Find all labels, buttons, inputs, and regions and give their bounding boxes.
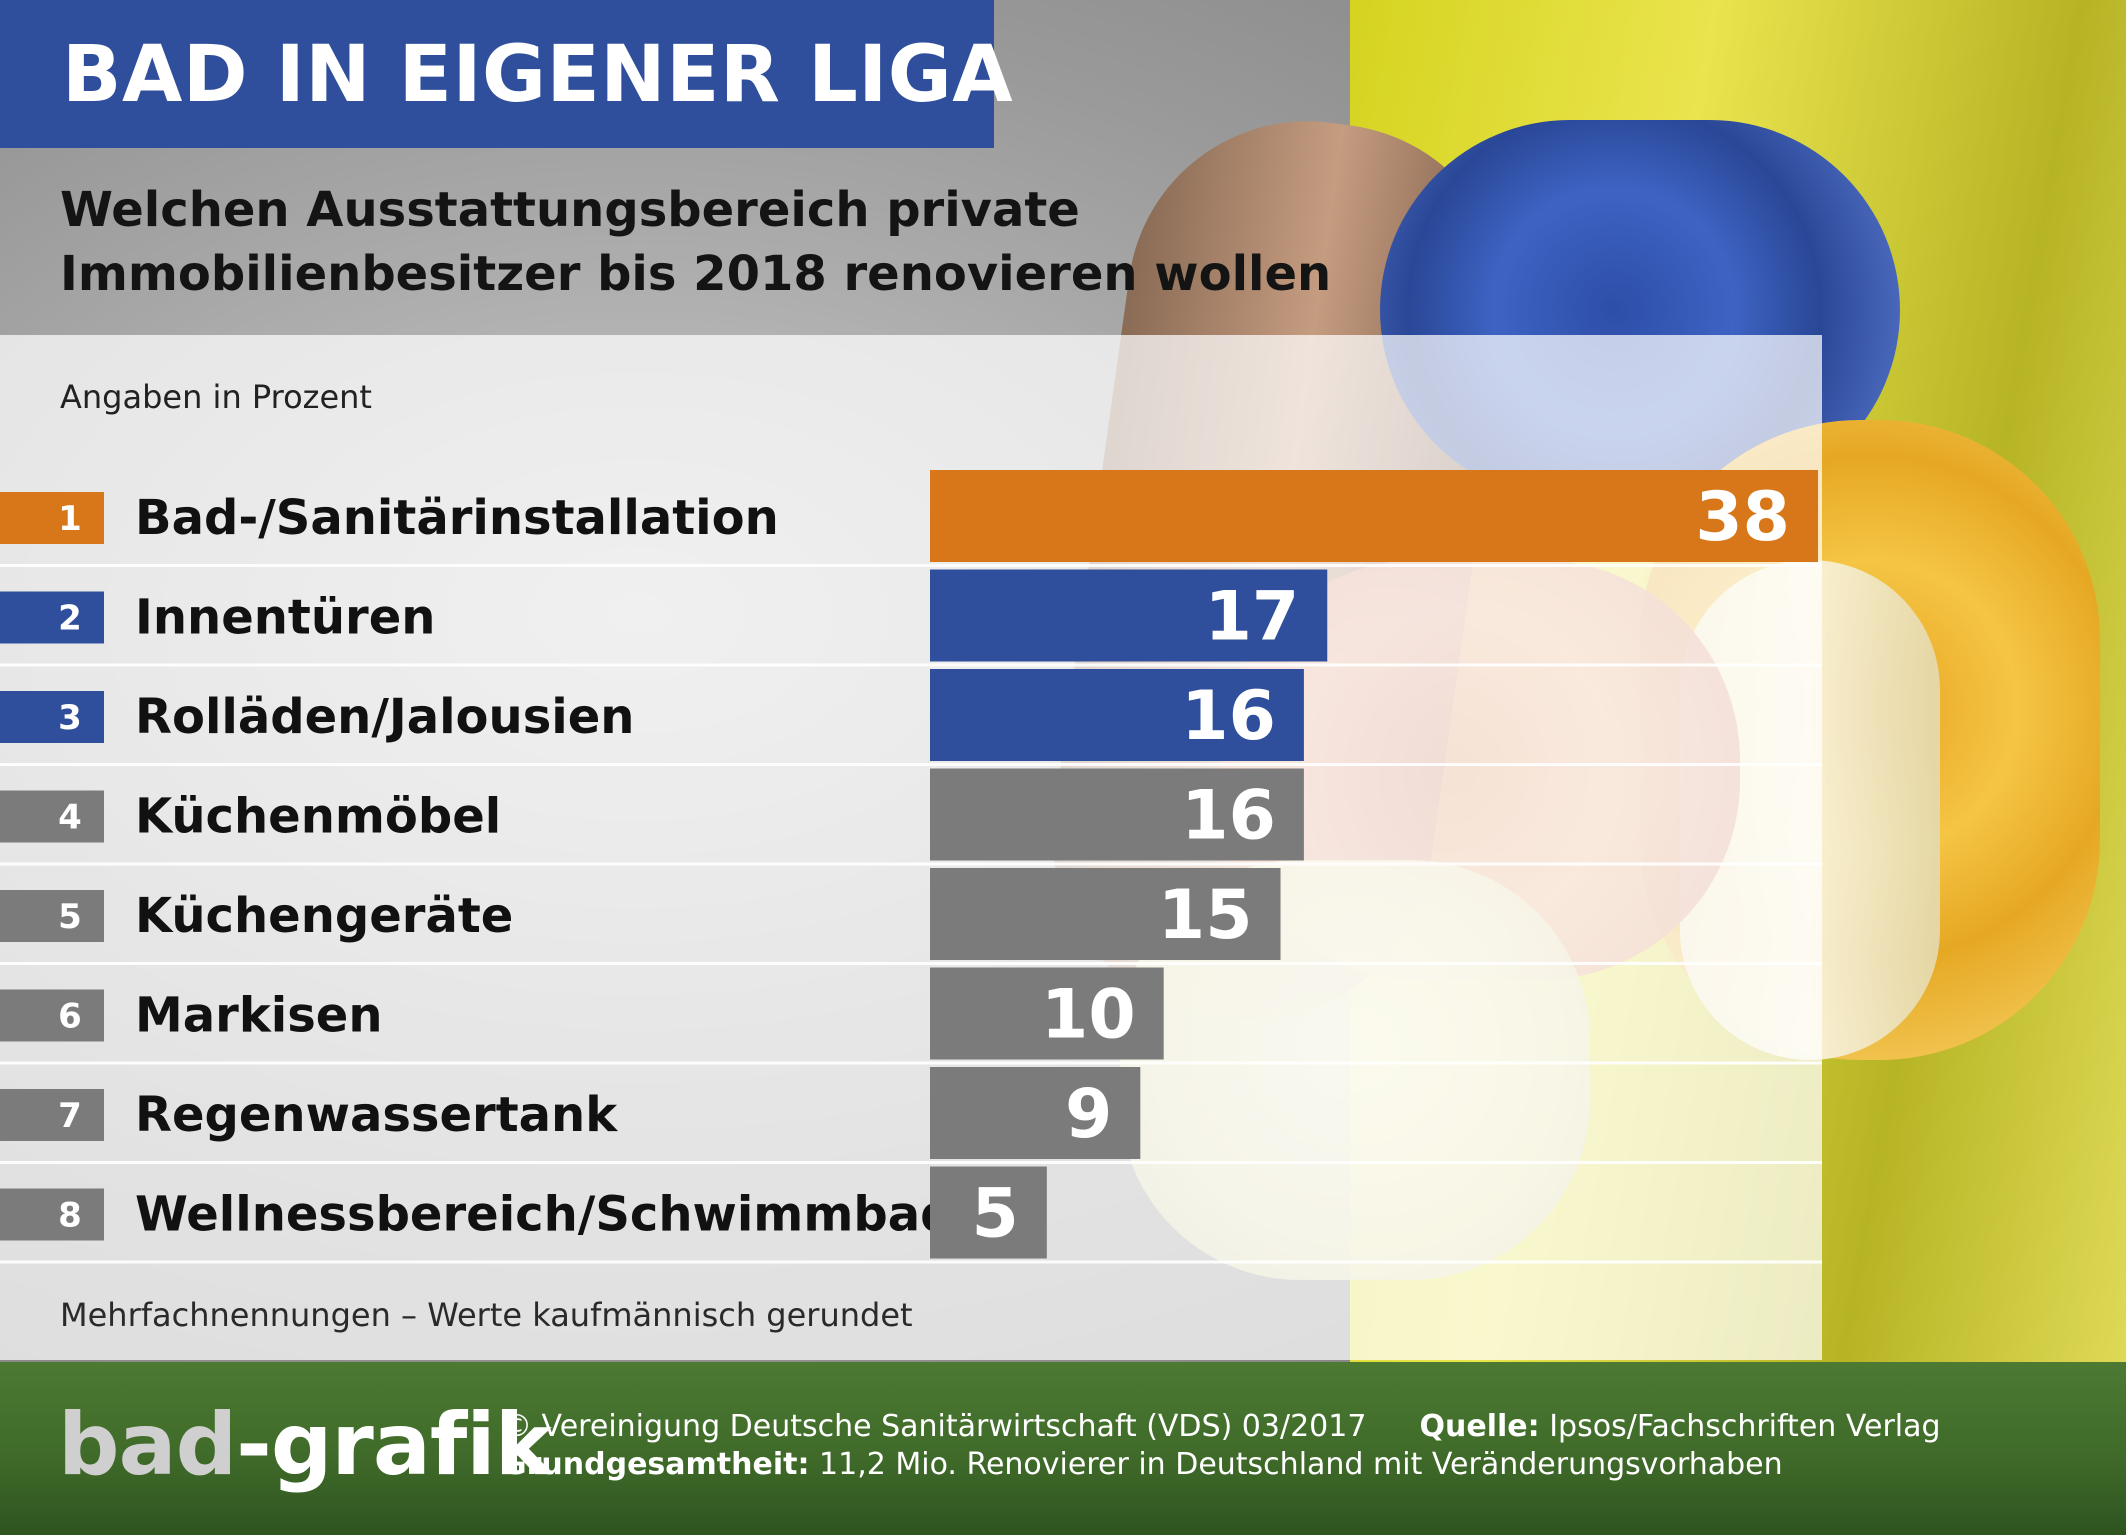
value-label: 15 [1158, 876, 1253, 955]
bar [930, 1067, 1141, 1159]
rank-tab [0, 492, 104, 544]
credits-line-2: Grundgesamtheit: 11,2 Mio. Renovierer in… [502, 1446, 1941, 1484]
bar [930, 868, 1281, 960]
rank-tab [0, 1188, 104, 1241]
footnote: Mehrfachnennungen – Werte kaufmännisch g… [60, 1296, 913, 1334]
rank-label: 3 [58, 698, 82, 738]
rank-tab [0, 1089, 104, 1141]
value-label: 16 [1181, 777, 1276, 856]
page-title: BAD IN EIGENER LIGA [62, 30, 1014, 120]
rank-label: 7 [58, 1096, 82, 1136]
chart-subtitle: Welchen Ausstattungsbereich private Immo… [60, 182, 1332, 302]
rank-tab [0, 989, 104, 1042]
row-separator [0, 862, 1822, 866]
bar [930, 470, 1818, 562]
value-label: 5 [972, 1175, 1019, 1254]
bar [930, 768, 1304, 861]
bar [930, 967, 1164, 1060]
category-label: Küchenmöbel [135, 789, 501, 845]
base-label: Grundgesamtheit: [502, 1447, 810, 1482]
category-label: Innentüren [135, 590, 435, 646]
footer-credits: © Vereinigung Deutsche Sanitärwirtschaft… [502, 1408, 1941, 1484]
category-label: Bad-/Sanitärinstallation [135, 490, 779, 546]
rank-tab [0, 790, 104, 843]
rank-tab [0, 691, 104, 743]
rank-label: 2 [58, 599, 82, 639]
row-separator [0, 1161, 1822, 1164]
row-separator [0, 1260, 1822, 1264]
rank-label: 1 [58, 499, 82, 539]
rank-tab [0, 591, 104, 644]
bar [930, 669, 1304, 761]
rank-label: 4 [58, 798, 82, 838]
logo-part-grafik: -grafik [236, 1395, 552, 1495]
category-label: Rolläden/Jalousien [135, 689, 634, 745]
row-separator [0, 1061, 1822, 1065]
row-separator [0, 564, 1822, 567]
rank-label: 5 [58, 897, 82, 937]
bad-grafik-logo: bad-grafik [58, 1395, 552, 1495]
row-separator [0, 663, 1822, 667]
value-label: 9 [1065, 1075, 1112, 1154]
unit-note: Angaben in Prozent [60, 378, 372, 416]
credits-line-1: © Vereinigung Deutsche Sanitärwirtschaft… [502, 1408, 1941, 1446]
source-label: Quelle: [1419, 1409, 1540, 1444]
category-label: Wellnessbereich/Schwimmbad [135, 1187, 954, 1243]
value-label: 38 [1695, 478, 1790, 557]
grass-footer-background [0, 1362, 2126, 1535]
bar [930, 569, 1328, 662]
value-label: 16 [1181, 677, 1276, 756]
row-separator [0, 763, 1822, 766]
bar [930, 1166, 1047, 1259]
category-label: Regenwassertank [135, 1087, 618, 1143]
rank-tab [0, 890, 104, 942]
rank-label: 6 [58, 997, 82, 1037]
copyright-text: © Vereinigung Deutsche Sanitärwirtschaft… [502, 1409, 1367, 1444]
value-label: 10 [1041, 976, 1136, 1055]
row-separator [0, 962, 1822, 965]
source-value: Ipsos/Fachschriften Verlag [1549, 1409, 1941, 1444]
logo-part-bad: bad [58, 1395, 237, 1495]
category-label: Markisen [135, 988, 383, 1044]
base-value: 11,2 Mio. Renovierer in Deutschland mit … [819, 1447, 1783, 1482]
rank-label: 8 [58, 1196, 82, 1236]
title-banner: BAD IN EIGENER LIGA [0, 0, 1013, 148]
value-label: 17 [1205, 578, 1300, 657]
category-label: Küchengeräte [135, 888, 513, 944]
